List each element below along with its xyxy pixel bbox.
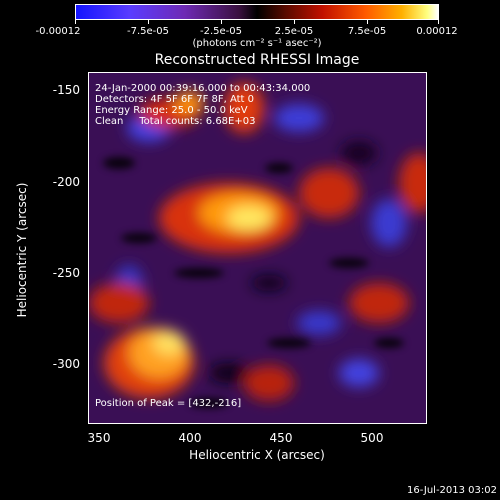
colorbar-units: (photons cm⁻² s⁻¹ asec⁻²) xyxy=(192,38,322,49)
y-axis-label: Heliocentric Y (arcsec) xyxy=(15,182,29,318)
energy-range-text: Energy Range: 25.0 - 50.0 keV xyxy=(95,105,248,116)
y-tick-label: -300 xyxy=(52,357,80,371)
colorbar-label: -0.00012 xyxy=(35,26,81,37)
colorbar-label: 0.00012 xyxy=(416,26,458,37)
x-tick-label: 450 xyxy=(269,431,293,445)
colorbar-tick xyxy=(294,20,295,24)
colorbar-tick xyxy=(438,20,439,24)
colorbar-tick xyxy=(75,20,76,24)
image-title: Reconstructed RHESSI Image xyxy=(154,52,360,68)
x-axis-label: Heliocentric X (arcsec) xyxy=(189,448,325,462)
x-tick-label: 350 xyxy=(87,431,111,445)
peak-position-text: Position of Peak = [432,-216] xyxy=(95,398,242,409)
x-tick-label: 500 xyxy=(360,431,384,445)
colorbar-tick xyxy=(367,20,368,24)
time-range-text: 24-Jan-2000 00:39:16.000 to 00:43:34.000 xyxy=(95,83,311,94)
colorbar-label: -7.5e-05 xyxy=(127,26,169,37)
rhessi-image: 24-Jan-2000 00:39:16.000 to 00:43:34.000… xyxy=(88,72,427,424)
image-map xyxy=(89,73,426,423)
detectors-text: Detectors: 4F 5F 6F 7F 8F, Att 0 xyxy=(95,94,255,105)
clean-counts-text: Clean Total counts: 6.68E+03 xyxy=(95,116,256,127)
y-tick-label: -200 xyxy=(52,175,80,189)
x-tick-label: 400 xyxy=(178,431,202,445)
y-tick-label: -150 xyxy=(52,83,80,97)
timestamp: 16-Jul-2013 03:02 xyxy=(406,485,497,496)
colorbar-label: -2.5e-05 xyxy=(200,26,242,37)
colorbar-label: 2.5e-05 xyxy=(274,26,314,37)
colorbar-tick xyxy=(148,20,149,24)
y-tick-label: -250 xyxy=(52,266,80,280)
colorbar xyxy=(75,4,439,20)
colorbar-label: 7.5e-05 xyxy=(347,26,387,37)
colorbar-tick xyxy=(221,20,222,24)
